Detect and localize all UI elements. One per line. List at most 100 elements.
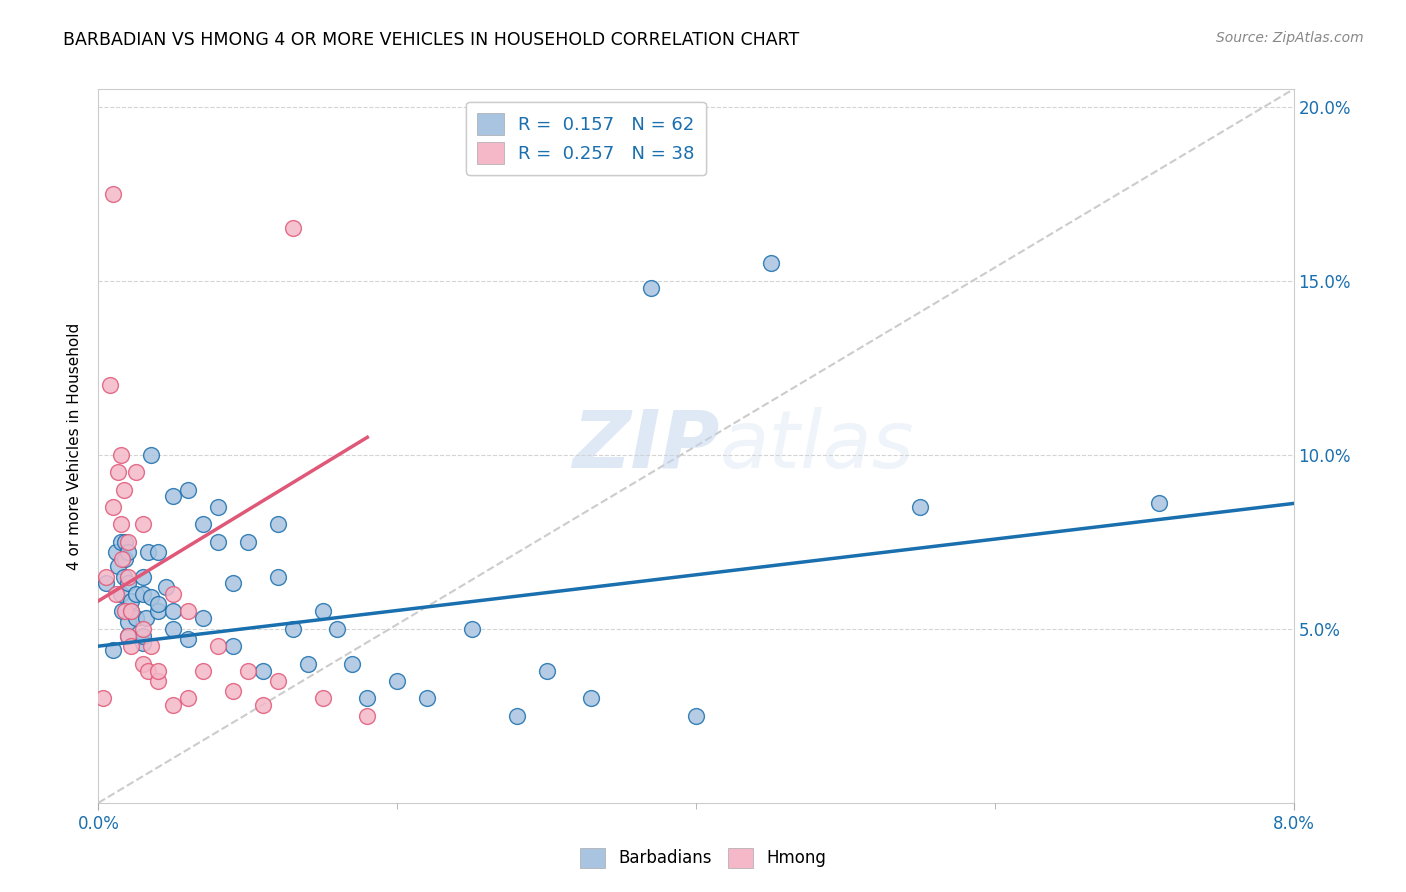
Point (207, 500, 229, 514)
Point (685, 708, 707, 723)
Point (120, 604, 142, 618)
Point (94, 576, 117, 591)
Point (162, 587, 184, 601)
Point (103, 500, 125, 514)
Point (640, 280, 662, 294)
Text: BARBADIAN VS HMONG 4 OR MORE VEHICLES IN HOUSEHOLD CORRELATION CHART: BARBADIAN VS HMONG 4 OR MORE VEHICLES IN… (63, 31, 800, 49)
Point (356, 708, 378, 723)
Point (114, 604, 136, 618)
Point (110, 517, 132, 532)
Point (112, 483, 135, 497)
Point (132, 629, 155, 643)
Point (148, 673, 170, 688)
Y-axis label: 4 or more Vehicles in Household: 4 or more Vehicles in Household (67, 322, 83, 570)
Point (136, 664, 159, 678)
Point (297, 657, 319, 671)
Point (148, 545, 170, 559)
Point (117, 629, 139, 643)
Point (125, 465, 148, 479)
Point (162, 604, 184, 618)
Point (356, 691, 378, 706)
Point (155, 580, 177, 594)
Point (139, 448, 162, 462)
Point (117, 615, 139, 629)
Point (120, 594, 142, 608)
Point (148, 598, 170, 612)
Point (342, 657, 364, 671)
Point (105, 545, 128, 559)
Point (135, 611, 157, 625)
Point (177, 604, 200, 618)
Point (110, 587, 132, 601)
Point (267, 517, 290, 532)
Point (326, 622, 349, 636)
Point (120, 604, 142, 618)
Point (107, 559, 129, 574)
Point (148, 604, 170, 618)
Point (132, 569, 155, 583)
Point (236, 664, 259, 678)
Point (236, 534, 259, 549)
Point (114, 534, 136, 549)
Point (311, 691, 333, 706)
Point (252, 698, 274, 713)
Point (125, 587, 148, 601)
Point (111, 604, 134, 618)
Point (114, 552, 136, 566)
Point (117, 576, 139, 591)
Point (132, 657, 155, 671)
Point (908, 500, 931, 514)
Point (581, 691, 603, 706)
Point (110, 534, 132, 549)
Point (132, 635, 155, 649)
Point (267, 569, 290, 583)
Text: Source: ZipAtlas.com: Source: ZipAtlas.com (1216, 31, 1364, 45)
Point (461, 622, 484, 636)
Point (112, 569, 135, 583)
Point (148, 664, 170, 678)
Point (117, 545, 139, 559)
Point (117, 569, 139, 583)
Point (117, 629, 139, 643)
Point (1147, 496, 1170, 510)
Point (136, 545, 159, 559)
Point (759, 256, 782, 270)
Point (416, 691, 439, 706)
Point (222, 684, 245, 698)
Point (105, 587, 128, 601)
Point (191, 664, 214, 678)
Point (506, 708, 529, 723)
Point (191, 517, 214, 532)
Point (110, 448, 132, 462)
Point (139, 591, 162, 605)
Text: atlas: atlas (720, 407, 915, 485)
Point (94, 569, 117, 583)
Point (103, 642, 125, 657)
Point (191, 611, 214, 625)
Point (385, 673, 409, 688)
Point (117, 534, 139, 549)
Point (177, 483, 200, 497)
Point (120, 639, 142, 653)
Point (162, 622, 184, 636)
Point (91, 691, 114, 706)
Point (222, 639, 245, 653)
Point (222, 576, 245, 591)
Point (207, 639, 229, 653)
Point (125, 611, 148, 625)
Point (177, 632, 200, 647)
Point (139, 639, 162, 653)
Text: ZIP: ZIP (572, 407, 720, 485)
Point (103, 186, 125, 201)
Point (162, 490, 184, 504)
Point (132, 587, 155, 601)
Legend: R =  0.157   N = 62, R =  0.257   N = 38: R = 0.157 N = 62, R = 0.257 N = 38 (465, 102, 706, 175)
Point (98, 378, 122, 392)
Point (132, 622, 155, 636)
Point (252, 664, 274, 678)
Point (162, 698, 184, 713)
Point (177, 691, 200, 706)
Legend: Barbadians, Hmong: Barbadians, Hmong (574, 841, 832, 875)
Point (281, 622, 304, 636)
Point (111, 552, 134, 566)
